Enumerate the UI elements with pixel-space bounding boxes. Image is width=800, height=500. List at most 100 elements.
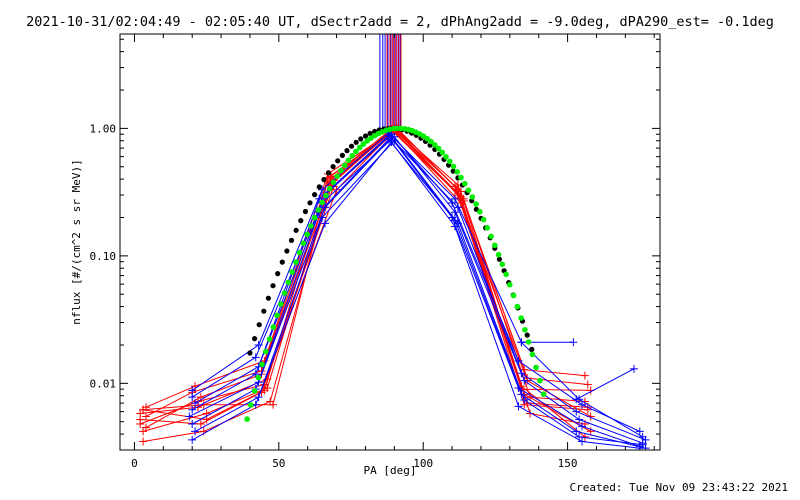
green-fit-dot-16 [304,231,310,238]
green-fit-dot-17 [308,223,314,229]
green-fit-dot-72 [514,303,521,310]
blue-point-0-0 [188,386,197,395]
blue-point-7-6 [578,437,587,446]
black-fit-dot-5 [270,283,276,289]
green-fit-dot-8 [274,312,280,319]
blue-point-1-1 [251,353,260,362]
green-fit-dot-51 [435,145,442,152]
blue-series-line-5 [191,138,646,449]
green-fit-dot-53 [443,154,449,160]
green-fit-dot-24 [334,173,341,179]
green-fit-dot-74 [522,327,528,333]
blue-point-2-4 [453,203,462,212]
red-point-9-5 [453,185,462,194]
created-timestamp: Created: Tue Nov 09 23:43:22 2021 [569,481,788,494]
blue-point-0-2 [318,185,327,194]
blue-point-2-0 [191,399,200,408]
blue-point-7-4 [450,222,459,231]
green-fit-dot-71 [510,292,517,299]
blue-point-7-3 [387,138,396,147]
green-fit-dot-1 [248,402,254,408]
green-fit-dot-67 [495,251,502,258]
red-point-7-7 [586,427,595,436]
green-fit-dot-57 [458,174,464,181]
blue-series-line-7 [191,141,640,449]
blue-point-1-7 [635,427,644,436]
green-fit-dot-70 [507,281,513,288]
black-fit-dot-20 [339,152,345,158]
blue-outlier-point-1-0 [517,338,526,347]
green-fit-dot-59 [465,187,472,193]
blue-point-5-0 [188,419,197,428]
black-fit-dot-12 [302,208,308,215]
black-fit-dot-25 [362,133,369,139]
black-fit-dot-10 [293,227,299,233]
blue-point-3-4 [450,208,459,217]
green-fit-dot-61 [473,201,479,207]
blue-series-line-1 [191,133,641,432]
green-fit-dot-52 [439,149,446,156]
green-fit-dot-29 [353,148,359,155]
red-series-line-1 [145,128,588,417]
data-clip-group [136,34,650,450]
green-fit-dot-50 [432,142,438,148]
green-fit-dot-77 [533,364,539,371]
green-fit-dot-6 [266,336,273,342]
red-point-7-1 [193,403,202,412]
black-fit-dot-15 [316,184,322,190]
blue-series-7 [188,138,644,450]
green-fit-dot-78 [537,377,543,384]
red-point-8-5 [459,196,468,205]
blue-outlier-point-1-1 [569,338,578,347]
green-fit-dot-0 [244,416,250,422]
green-fit-dot-28 [349,152,356,159]
plot-frame [119,33,661,451]
blue-point-3-0 [188,405,197,414]
black-fit-dot-13 [307,200,313,206]
black-fit-dot-54 [496,256,502,262]
black-fit-dot-23 [353,139,359,145]
x-tick-label-3: 150 [558,457,578,470]
red-series-line-9 [143,128,588,421]
blue-point-7-0 [188,435,197,444]
x-axis-label: PA [deg] [364,464,417,477]
green-fit-dot-26 [341,162,348,169]
green-fit-dot-4 [259,361,265,368]
green-fit-dot-63 [480,216,487,223]
blue-point-7-2 [321,219,330,228]
x-tick-label-0: 0 [131,457,138,470]
red-point-9-2 [260,386,269,395]
red-point-6-0 [139,437,148,446]
black-fit-dot-1 [252,336,258,342]
green-fit-dot-73 [518,315,524,321]
green-fit-dot-21 [323,192,329,199]
green-fit-dot-56 [454,169,461,175]
green-fit-dot-27 [345,157,352,164]
black-fit-dot-11 [298,218,304,224]
blue-point-1-0 [188,393,197,402]
green-fit-dot-49 [428,138,434,145]
blue-point-6-0 [191,427,200,436]
green-fit-dot-14 [296,249,303,256]
red-point-1-0 [141,412,150,421]
red-point-9-0 [139,405,148,414]
black-fit-dot-3 [261,308,267,314]
black-fit-dot-2 [256,322,262,328]
red-series-line-8 [145,127,586,438]
green-fit-dot-11 [285,279,292,286]
black-fit-dot-6 [275,271,281,277]
green-fit-dot-54 [447,158,453,165]
green-fit-dot-12 [289,269,295,275]
green-fit-dot-65 [488,233,494,240]
green-fit-dot-15 [300,240,307,246]
black-fit-dot-9 [288,237,295,243]
blue-point-6-2 [318,213,327,222]
black-fit-dot-24 [358,136,364,142]
black-fit-dot-8 [284,248,290,254]
blue-series-line-0 [191,132,643,438]
green-fit-dot-3 [255,374,262,381]
y-tick-label-0: 0.01 [90,377,117,390]
green-fit-dot-55 [450,163,457,170]
blue-point-2-6 [572,407,581,416]
green-fit-dot-60 [469,194,476,200]
